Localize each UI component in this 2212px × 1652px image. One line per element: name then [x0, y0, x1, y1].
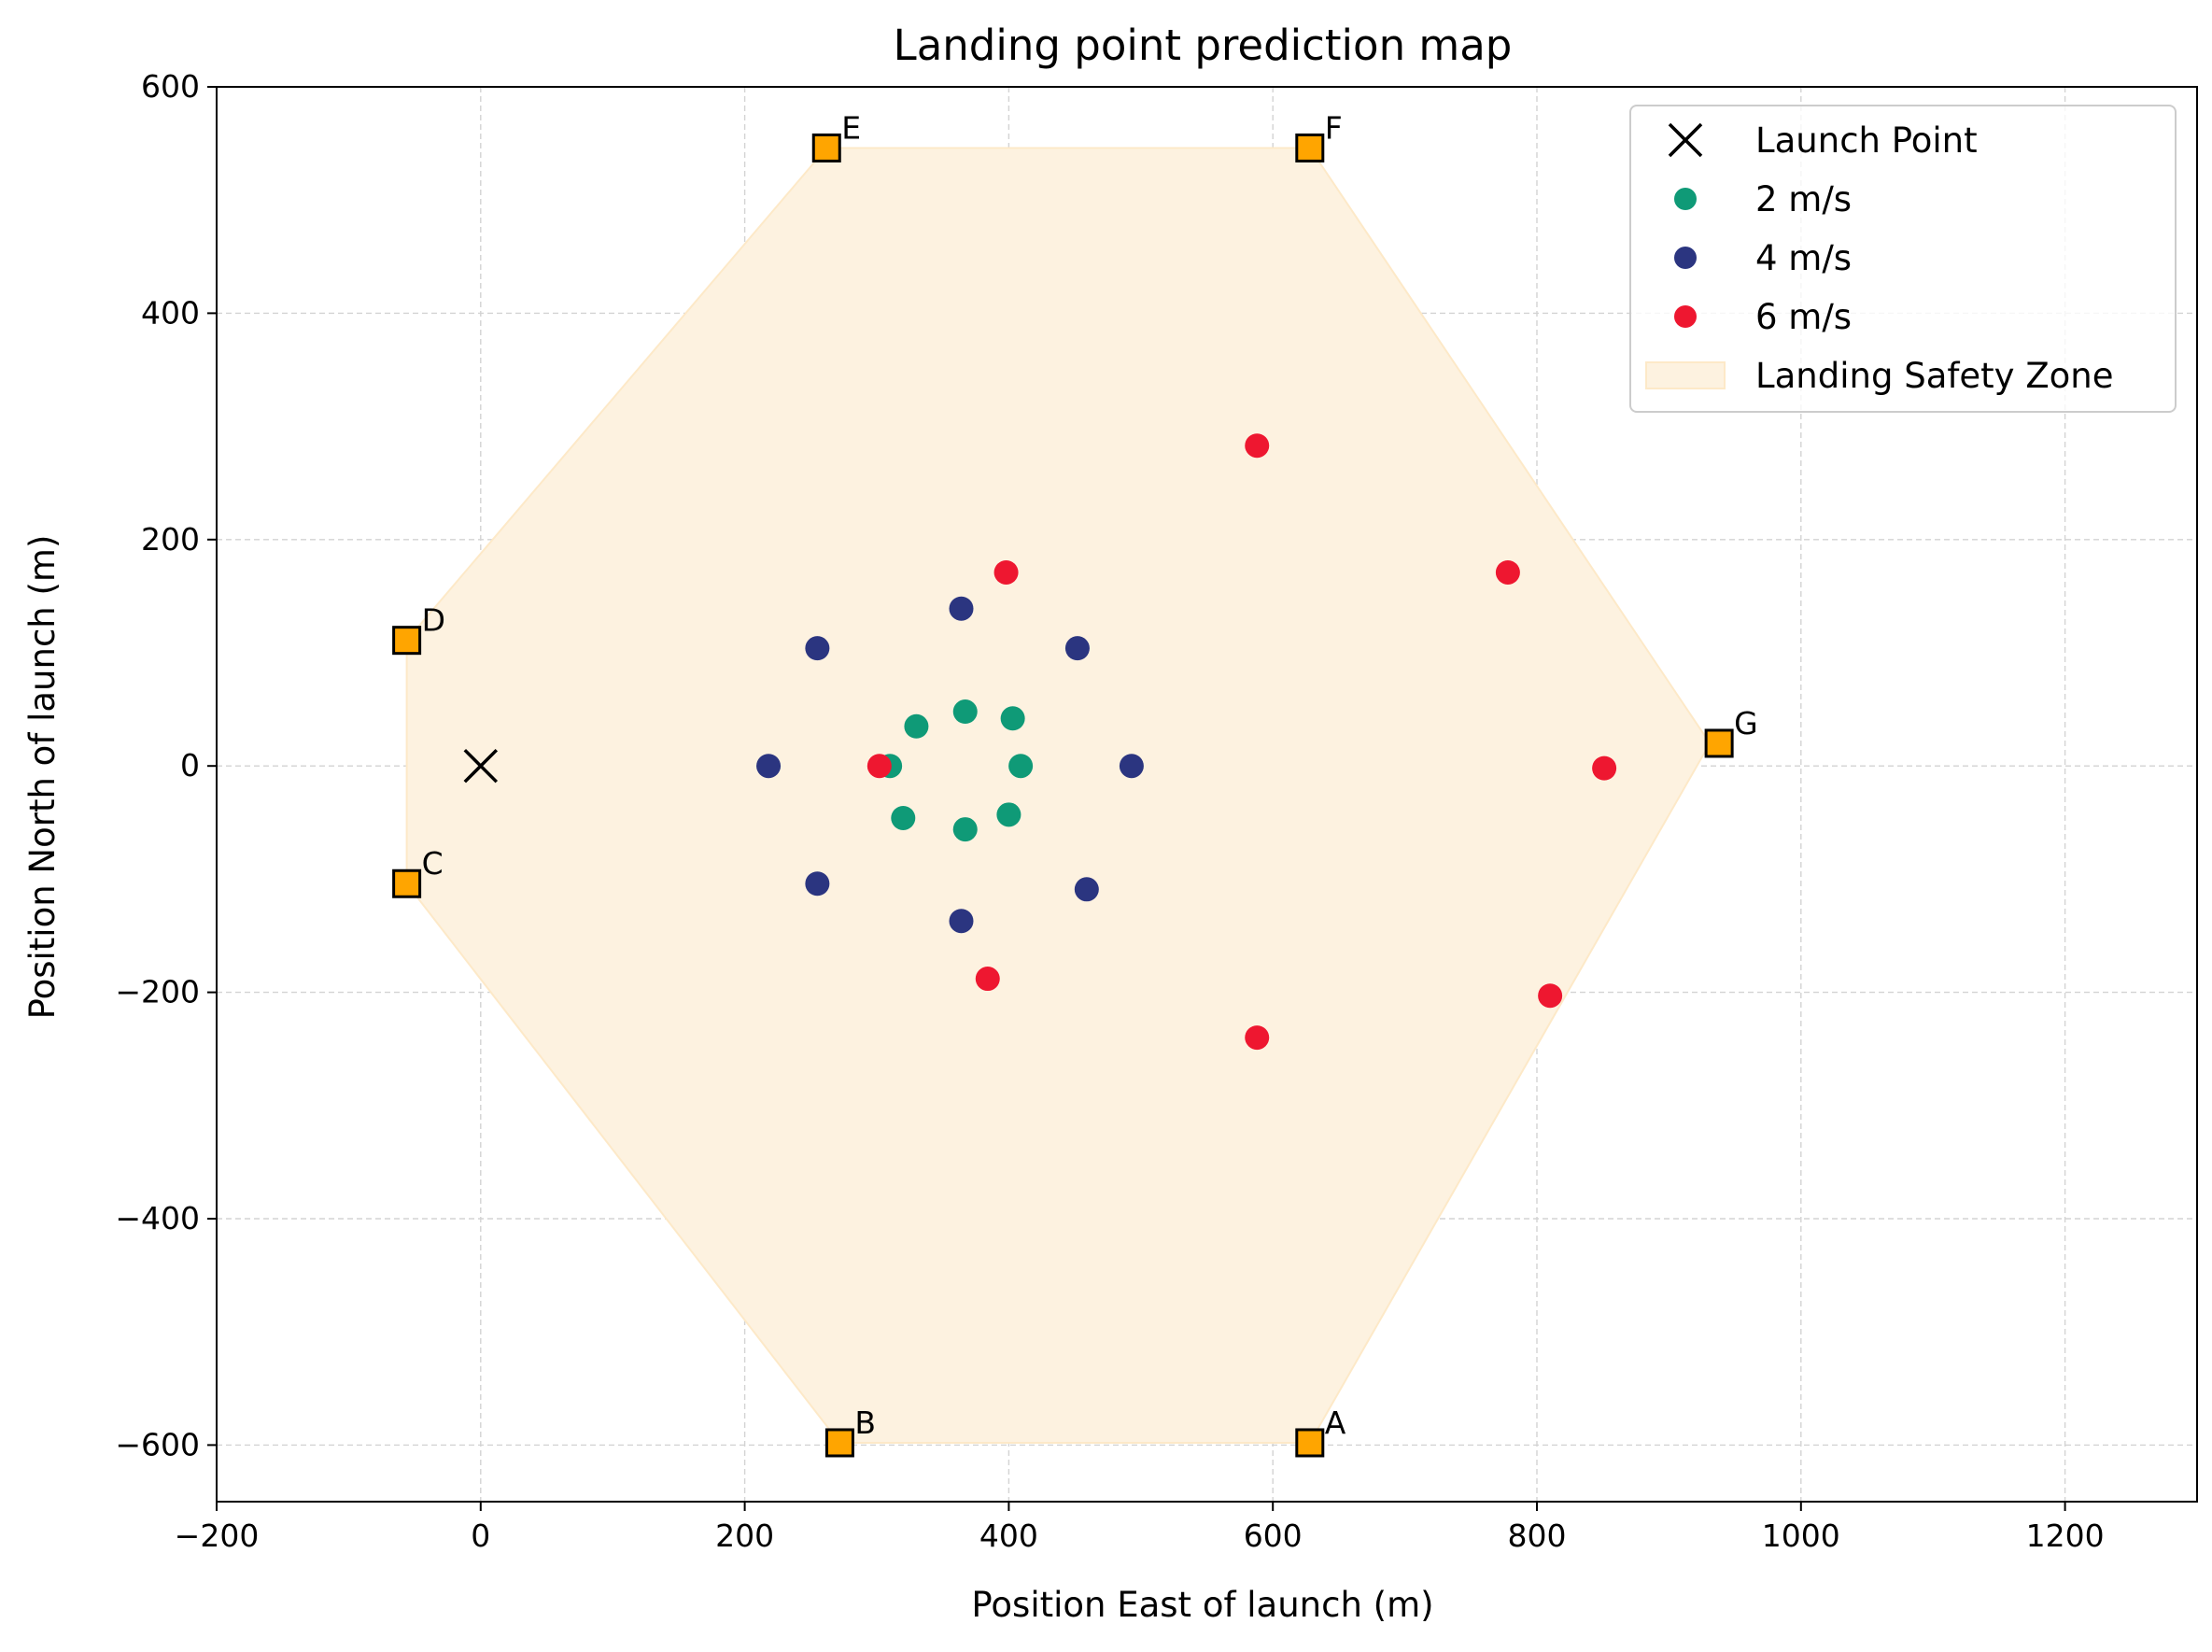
- safety-zone-layer: [405, 147, 1712, 1444]
- point-6-m-s: [1495, 559, 1520, 585]
- point-6-m-s: [993, 559, 1019, 585]
- point-2-m-s: [904, 713, 929, 739]
- x-axis-label: Position East of launch (m): [971, 1585, 1433, 1625]
- point-6-m-s: [1592, 755, 1617, 781]
- x-tick-label: 0: [471, 1518, 490, 1554]
- y-tick-label: −200: [115, 974, 200, 1010]
- launch-point-marker: [463, 748, 499, 784]
- vertex-marker-f: [1295, 133, 1325, 162]
- vertex-marker-g: [1704, 728, 1734, 758]
- vertex-label-g: G: [1734, 705, 1758, 741]
- x-tick-label: 1000: [1762, 1518, 1840, 1554]
- point-2-m-s: [891, 805, 916, 830]
- point-4-m-s: [1074, 877, 1099, 902]
- point-6-m-s: [866, 754, 892, 779]
- point-6-m-s: [1538, 983, 1563, 1009]
- point-6-m-s: [1245, 1025, 1270, 1051]
- y-tick-label: 600: [141, 68, 200, 105]
- plot-area: A B C D E F G: [216, 86, 2198, 1503]
- point-2-m-s: [952, 817, 978, 842]
- vertex-marker-a: [1295, 1428, 1325, 1458]
- y-tick-label: −400: [115, 1200, 200, 1236]
- x-tick-label: 1200: [2026, 1518, 2105, 1554]
- point-4-m-s: [1119, 754, 1144, 779]
- y-tick-label: 200: [141, 521, 200, 558]
- vertex-label-f: F: [1325, 109, 1343, 146]
- point-4-m-s: [1064, 636, 1090, 661]
- legend-launch-icon: [1668, 122, 1703, 158]
- legend-swatch-2: [1674, 247, 1697, 269]
- plot-frame: [216, 86, 2198, 1503]
- chart-title: Landing point prediction map: [894, 21, 1513, 70]
- legend-zone-swatch: [1645, 361, 1726, 389]
- vertex-label-d: D: [422, 602, 445, 639]
- point-2-m-s: [996, 802, 1021, 827]
- point-4-m-s: [949, 596, 974, 621]
- vertex-label-e: E: [841, 109, 861, 146]
- y-axis-label: Position North of launch (m): [22, 535, 63, 1020]
- landing-safety-zone: [405, 147, 1712, 1444]
- x-tick-label: 400: [979, 1518, 1038, 1554]
- vertex-marker-b: [824, 1428, 854, 1458]
- point-4-m-s: [805, 871, 830, 897]
- vertex-label-a: A: [1325, 1405, 1346, 1441]
- legend: Launch Point 2 m/s 4 m/s 6 m/s Landing Safet…: [1629, 105, 2177, 413]
- vertex-marker-d: [392, 626, 422, 656]
- vertex-marker-e: [811, 133, 841, 162]
- data-points-layer: [463, 433, 1617, 1051]
- legend-swatch-3: [1674, 305, 1697, 328]
- point-6-m-s: [1245, 433, 1270, 459]
- point-4-m-s: [756, 754, 782, 779]
- legend-label-safety-zone: Landing Safety Zone: [1755, 356, 2114, 396]
- legend-box: [1629, 105, 2177, 413]
- point-4-m-s: [949, 909, 974, 934]
- x-tick-label: 800: [1508, 1518, 1567, 1554]
- legend-swatch-1: [1674, 188, 1697, 210]
- y-tick-label: −600: [115, 1426, 200, 1462]
- legend-label-launch-point: Launch Point: [1755, 120, 1978, 161]
- vertex-marker-c: [392, 868, 422, 898]
- x-tick-label: 200: [715, 1518, 774, 1554]
- point-6-m-s: [975, 967, 1000, 992]
- x-tick-label: 600: [1244, 1518, 1303, 1554]
- y-tick-label: 400: [141, 294, 200, 331]
- x-tick-label: −200: [175, 1518, 260, 1554]
- legend-label-series: 4 m/s: [1755, 238, 1852, 278]
- point-2-m-s: [1008, 754, 1034, 779]
- point-2-m-s: [952, 699, 978, 725]
- legend-label-series: 2 m/s: [1755, 179, 1852, 219]
- zone-vertex-markers: A B C D E F G: [392, 109, 1758, 1458]
- y-tick-label: 0: [180, 747, 200, 784]
- point-2-m-s: [1000, 706, 1025, 731]
- vertex-label-b: B: [854, 1405, 876, 1441]
- legend-label-series: 6 m/s: [1755, 297, 1852, 337]
- point-4-m-s: [805, 636, 830, 661]
- launch-point-stroke: [463, 748, 499, 784]
- vertex-label-c: C: [422, 845, 444, 882]
- axis-ticks: −200 0 200 400 600 800 1000 1200 −600 −400 −200 0 20…: [115, 68, 2104, 1554]
